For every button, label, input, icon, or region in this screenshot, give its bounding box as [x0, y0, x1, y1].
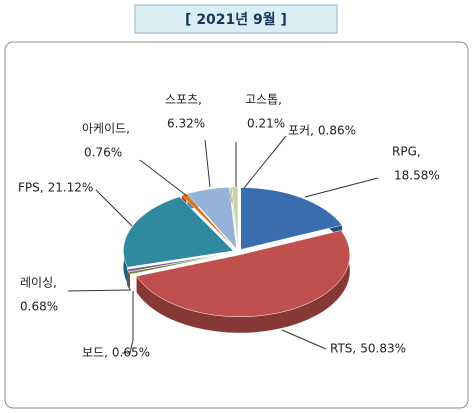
data-label-value: 0.68%: [20, 300, 58, 314]
slice-side: [127, 269, 129, 288]
leader-line: [67, 289, 132, 292]
slice: [181, 193, 236, 250]
leader-line: [304, 177, 379, 198]
slice: [123, 196, 234, 268]
data-label-name: RPG,: [392, 145, 421, 159]
leader-line: [95, 189, 133, 227]
data-label-name: 고스톱,: [245, 93, 282, 107]
title-box: [134, 4, 338, 34]
data-label-name: 스포츠,: [165, 93, 202, 107]
chart-title: [ 2021년 9월 ]: [185, 11, 287, 28]
data-label-name: 아케이드,: [82, 122, 130, 136]
data-label-name: 보드,: [82, 346, 108, 360]
slice: [240, 187, 343, 250]
data-label-value: 0.86%: [318, 124, 356, 138]
data-label-value: 0.65%: [112, 346, 150, 360]
data-label-name: FPS,: [18, 181, 44, 195]
leader-line: [281, 329, 327, 350]
leader-line: [243, 135, 287, 189]
slice: [126, 252, 234, 273]
slice: [186, 186, 238, 250]
data-label-value: 50.83%: [360, 342, 406, 356]
slice-side: [128, 271, 131, 291]
data-label-value: 0.76%: [84, 146, 122, 160]
leader-line: [204, 139, 211, 188]
data-label-value: 21.12%: [48, 181, 94, 195]
data-label-name: 포커,: [288, 124, 314, 138]
data-label-name: 레이싱,: [20, 276, 57, 290]
data-label-value: 6.32%: [167, 117, 205, 131]
leader-line: [139, 159, 188, 197]
slice: [136, 230, 351, 318]
data-label-value: 0.21%: [247, 117, 285, 131]
leader-line: [122, 291, 134, 354]
data-label-name: RTS,: [330, 342, 356, 356]
slice: [231, 186, 239, 250]
data-label-value: 18.58%: [394, 169, 440, 183]
